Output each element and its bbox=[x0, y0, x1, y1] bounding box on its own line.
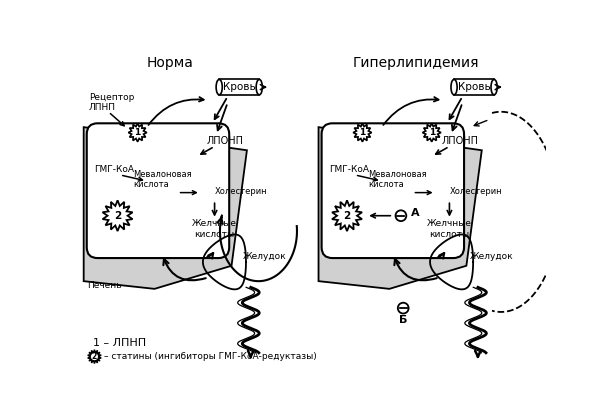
Bar bbox=[454, 79, 494, 95]
Text: 2: 2 bbox=[344, 211, 351, 221]
Text: Печень: Печень bbox=[87, 280, 122, 290]
Text: Холестерин: Холестерин bbox=[215, 186, 267, 196]
Text: 1 – ЛПНП: 1 – ЛПНП bbox=[93, 338, 146, 348]
Circle shape bbox=[396, 210, 406, 221]
Text: ЛПОНП: ЛПОНП bbox=[207, 136, 244, 146]
Text: Мевалоновая
кислота: Мевалоновая кислота bbox=[133, 170, 192, 189]
Ellipse shape bbox=[216, 79, 223, 95]
Polygon shape bbox=[423, 123, 441, 142]
Text: Рецептор
ЛПНП: Рецептор ЛПНП bbox=[89, 93, 134, 112]
Text: Холестерин: Холестерин bbox=[449, 186, 502, 196]
Text: Желудок: Желудок bbox=[243, 252, 287, 261]
Text: ГМГ-КоА: ГМГ-КоА bbox=[330, 165, 369, 174]
Text: A: A bbox=[411, 209, 420, 218]
Ellipse shape bbox=[491, 79, 497, 95]
Text: 1: 1 bbox=[429, 128, 435, 137]
Bar bbox=[219, 79, 259, 95]
Text: 2: 2 bbox=[92, 352, 97, 361]
Polygon shape bbox=[84, 127, 247, 289]
Polygon shape bbox=[332, 200, 362, 231]
Polygon shape bbox=[128, 123, 147, 142]
FancyBboxPatch shape bbox=[322, 123, 464, 258]
Polygon shape bbox=[319, 127, 482, 289]
Text: Кровь: Кровь bbox=[223, 82, 255, 92]
Ellipse shape bbox=[451, 79, 457, 95]
Text: – статины (ингибиторы ГМГ-КоА-редуктазы): – статины (ингибиторы ГМГ-КоА-редуктазы) bbox=[105, 352, 317, 361]
FancyBboxPatch shape bbox=[87, 123, 229, 258]
Text: Мевалоновая
кислота: Мевалоновая кислота bbox=[368, 170, 426, 189]
Text: Кровь: Кровь bbox=[458, 82, 491, 92]
Text: Желчные
кислоты: Желчные кислоты bbox=[192, 219, 237, 239]
Text: ЛПОНП: ЛПОНП bbox=[442, 136, 478, 146]
Text: 1: 1 bbox=[134, 128, 140, 137]
Polygon shape bbox=[353, 123, 371, 142]
Text: Желчные
кислоты: Желчные кислоты bbox=[427, 219, 472, 239]
Circle shape bbox=[398, 303, 409, 314]
Text: ГМГ-КоА: ГМГ-КоА bbox=[94, 165, 134, 174]
Polygon shape bbox=[103, 200, 133, 231]
Polygon shape bbox=[88, 350, 101, 364]
Text: Б: Б bbox=[399, 315, 407, 325]
Text: 2: 2 bbox=[114, 211, 121, 221]
Text: Норма: Норма bbox=[147, 56, 193, 70]
Text: Желудок: Желудок bbox=[470, 252, 514, 261]
Text: Гиперлипидемия: Гиперлипидемия bbox=[353, 56, 480, 70]
Ellipse shape bbox=[256, 79, 262, 95]
Text: 1: 1 bbox=[359, 128, 365, 137]
